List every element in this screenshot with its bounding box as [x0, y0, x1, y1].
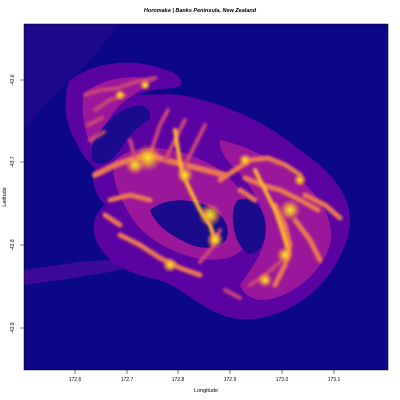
y-axis: -43.6 -43.7 -43.8 -43.9 Latitude: [2, 74, 24, 334]
y-tick-label: -43.8: [10, 239, 16, 251]
x-tick-label: 173.0: [276, 377, 289, 383]
plot-title: Horomaka | Banks Peninsula, New Zealand: [143, 8, 257, 14]
x-axis: 172.6 172.7 172.8 172.9 173.0 173.1 Long…: [69, 370, 341, 394]
x-axis-label: Longitude: [194, 388, 218, 394]
y-tick-label: -43.6: [10, 74, 16, 86]
elevation-peaks: [114, 79, 307, 288]
x-tick-label: 172.9: [224, 377, 237, 383]
x-tick-label: 172.8: [172, 377, 185, 383]
x-tick-label: 172.6: [69, 377, 82, 383]
plot-frame: [23, 23, 389, 371]
x-tick-label: 172.7: [121, 377, 134, 383]
y-tick-label: -43.9: [10, 322, 16, 334]
y-axis-label: Latitude: [2, 187, 8, 207]
map-panel: [24, 24, 388, 370]
y-tick-label: -43.7: [10, 156, 16, 168]
mainland-top-left: [24, 24, 120, 130]
x-tick-label: 173.1: [328, 377, 341, 383]
